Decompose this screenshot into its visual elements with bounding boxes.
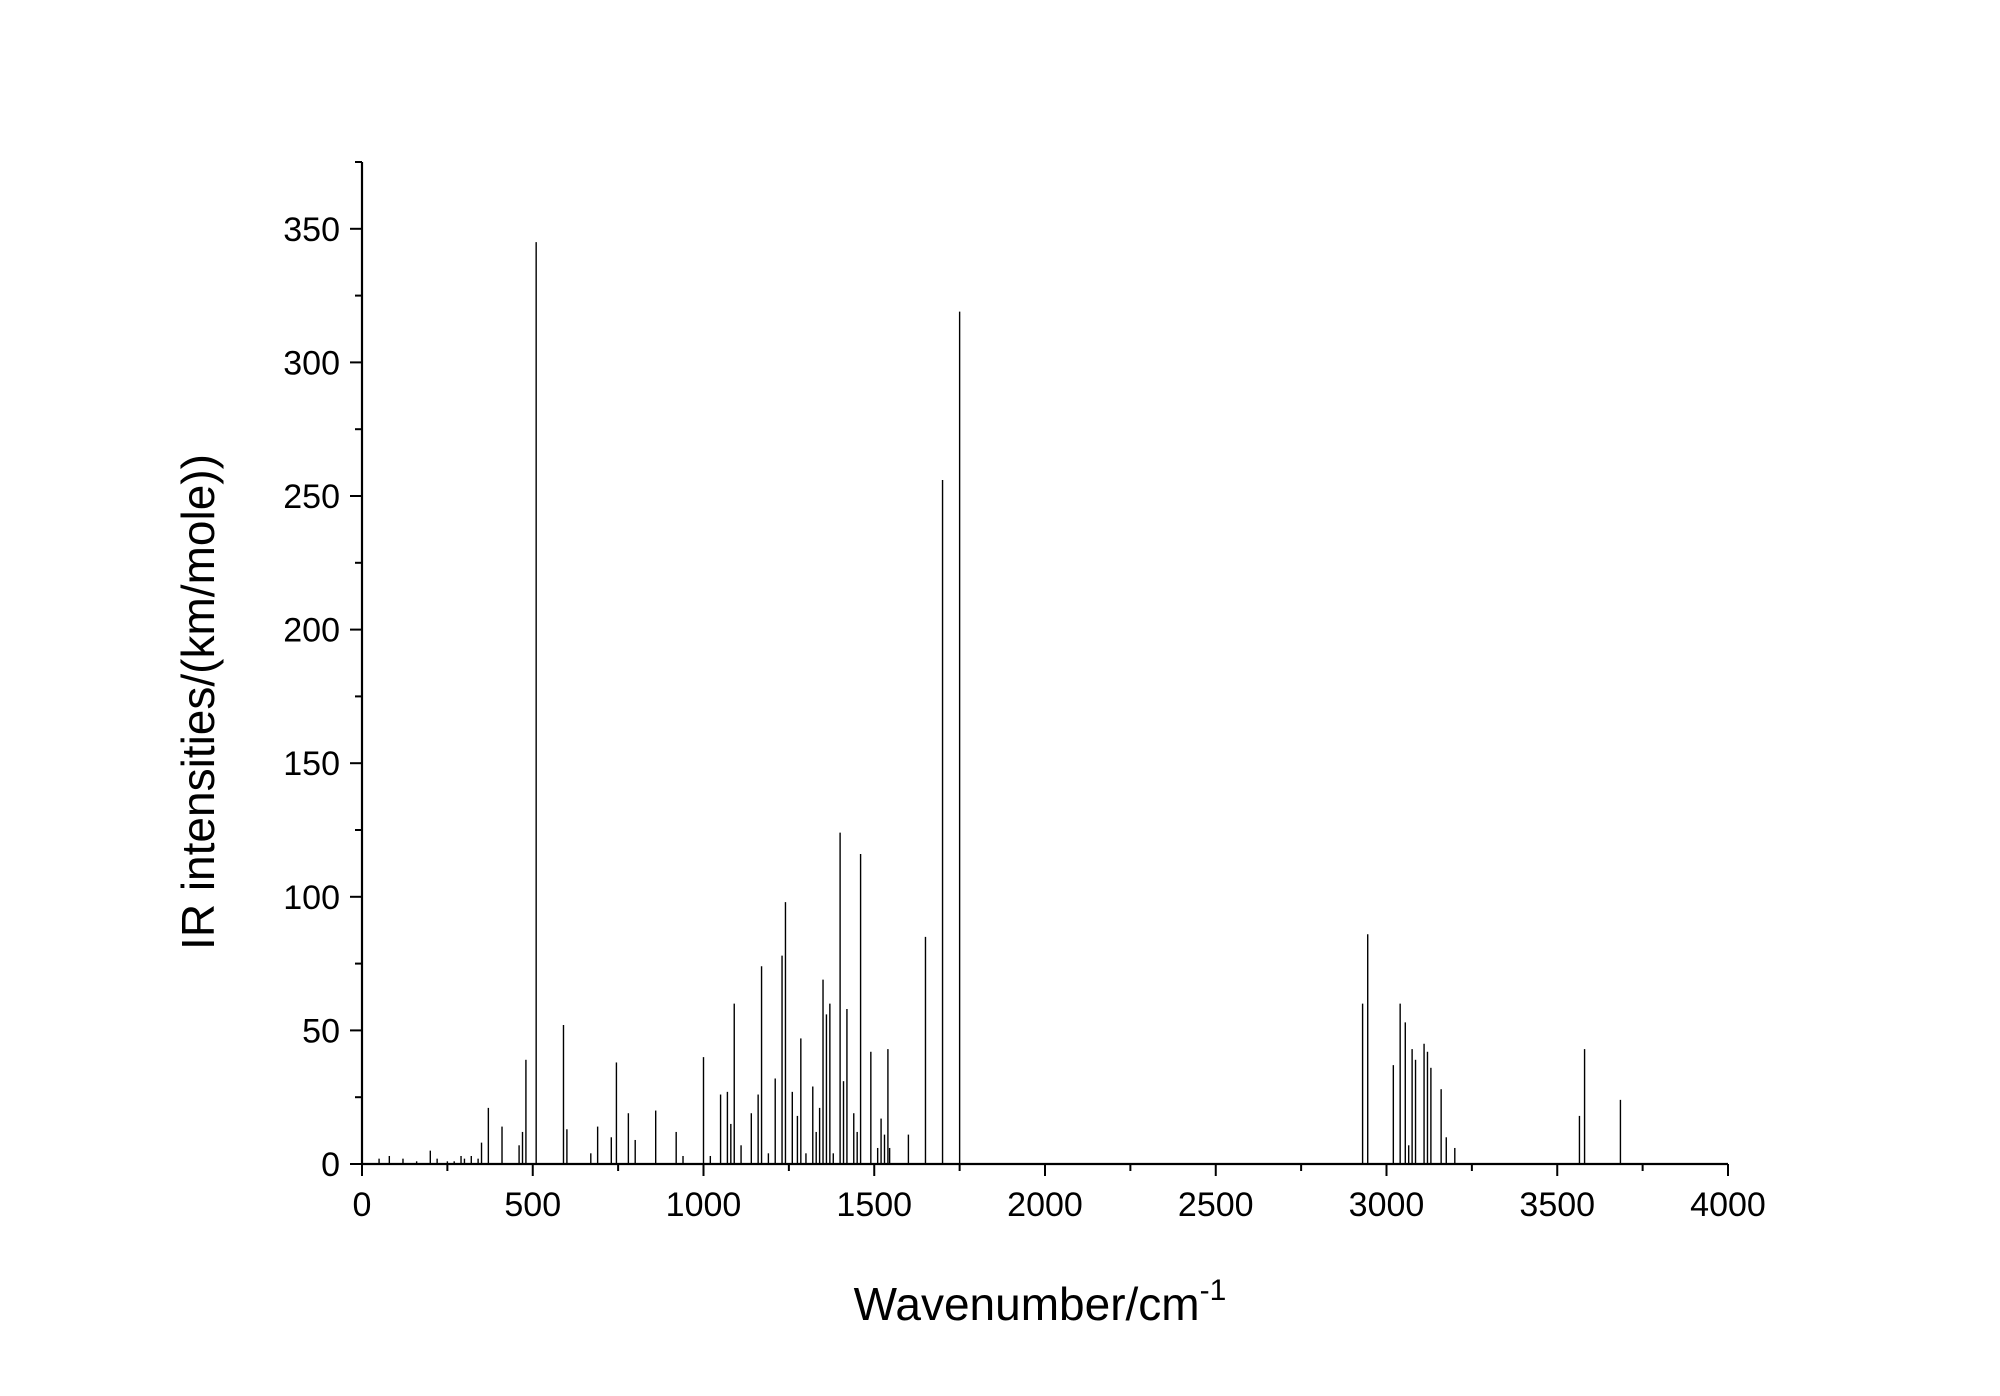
x-tick-label: 1000 [666, 1186, 742, 1224]
x-tick-label: 0 [353, 1186, 372, 1224]
x-tick-label: 1500 [836, 1186, 912, 1224]
y-tick-label: 100 [283, 879, 340, 917]
y-tick-label: 50 [302, 1012, 340, 1050]
x-tick-label: 2500 [1178, 1186, 1254, 1224]
y-tick-label: 300 [283, 344, 340, 382]
y-axis-ticks: 0 50 100 150 200 250 300 350 [283, 161, 362, 1184]
x-tick-label: 2000 [1007, 1186, 1083, 1224]
x-tick-label: 4000 [1690, 1186, 1766, 1224]
x-axis-ticks: 0 500 1000 1500 2000 2500 3000 3500 4000 [353, 1164, 1766, 1224]
x-tick-label: 3500 [1519, 1186, 1595, 1224]
x-axis-title-superscript: -1 [1200, 1274, 1227, 1307]
x-axis-title: Wavenumber/cm-1 [854, 1274, 1227, 1330]
y-tick-label: 250 [283, 478, 340, 516]
y-tick-label: 350 [283, 211, 340, 249]
y-axis-title: IR intensities/(km/mole)) [172, 454, 224, 950]
spectrum-sticks [378, 242, 1622, 1164]
x-tick-label: 500 [504, 1186, 561, 1224]
x-axis-title-text: Wavenumber/cm [854, 1278, 1200, 1330]
y-tick-label: 200 [283, 612, 340, 650]
y-tick-label: 150 [283, 745, 340, 783]
x-tick-label: 3000 [1349, 1186, 1425, 1224]
y-tick-label: 0 [321, 1146, 340, 1184]
